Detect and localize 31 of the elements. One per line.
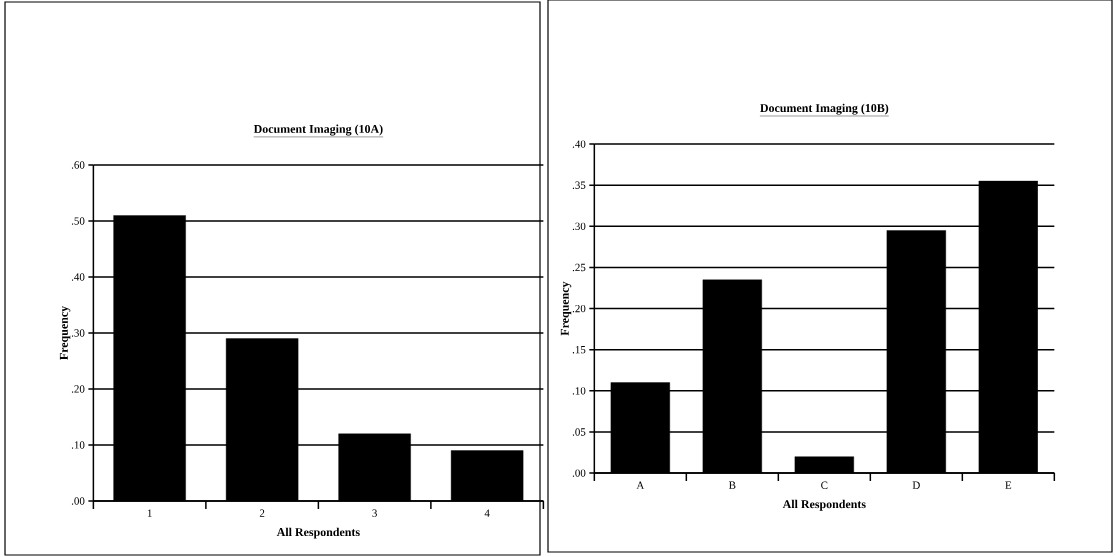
y-axis-title: Frequency (59, 305, 71, 360)
y-tick-label: .20 (71, 385, 85, 393)
y-tick-label: .30 (572, 222, 586, 231)
x-tick-label: 3 (372, 509, 377, 517)
y-tick-label: .20 (572, 304, 586, 313)
x-tick-label: 4 (484, 509, 490, 517)
x-tick-label: 2 (259, 509, 265, 517)
y-tick-label: .25 (572, 263, 586, 272)
x-tick-label: B (728, 481, 736, 489)
x-tick-label: E (1005, 481, 1012, 489)
y-tick-label: .05 (572, 428, 586, 436)
y-tick-label: .30 (71, 329, 85, 337)
chart-title: Document Imaging (10B) (760, 103, 889, 115)
y-tick-label: .00 (71, 497, 85, 505)
y-tick-label: .10 (71, 441, 85, 449)
x-tick-label: C (821, 481, 828, 489)
chart-title: Document Imaging (10A) (253, 124, 383, 136)
x-tick-label: 1 (147, 509, 152, 517)
y-axis-title: Frequency (560, 281, 572, 336)
y-tick-label: .60 (71, 161, 85, 169)
y-tick-label: .10 (572, 387, 586, 395)
y-tick-label: .40 (572, 140, 586, 148)
x-tick-label: A (636, 481, 645, 489)
y-tick-label: .00 (572, 469, 586, 477)
x-axis-title: All Respondents (276, 527, 360, 539)
y-tick-label: .50 (71, 217, 85, 225)
x-axis-title: All Respondents (782, 499, 866, 511)
y-tick-label: .40 (71, 273, 85, 281)
y-tick-label: .35 (572, 181, 586, 189)
x-tick-label: D (912, 481, 920, 489)
y-tick-label: .15 (572, 346, 586, 354)
